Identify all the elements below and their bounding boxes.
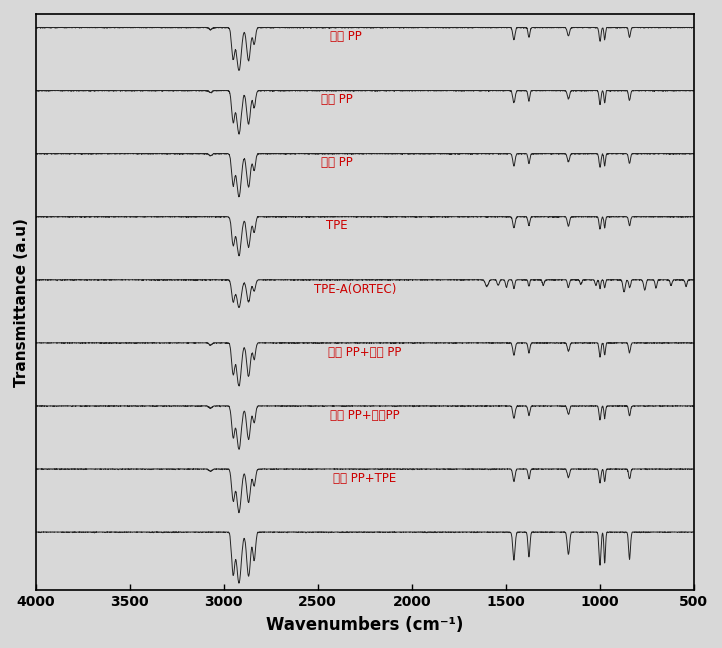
- Y-axis label: Transmittance (a.u): Transmittance (a.u): [14, 218, 29, 387]
- Text: 항균 PP+TPE: 항균 PP+TPE: [333, 472, 396, 485]
- Text: 항균 PP+대한 PP: 항균 PP+대한 PP: [328, 345, 401, 358]
- Text: 대한 PP: 대한 PP: [321, 93, 352, 106]
- Text: 항균 PP: 항균 PP: [330, 30, 362, 43]
- Text: 미래 PP: 미래 PP: [321, 156, 352, 169]
- Text: TPE-A(ORTEC): TPE-A(ORTEC): [314, 283, 396, 295]
- Text: TPE: TPE: [326, 220, 347, 233]
- X-axis label: Wavenumbers (cm⁻¹): Wavenumbers (cm⁻¹): [266, 616, 464, 634]
- Text: 항균 PP+미래PP: 항균 PP+미래PP: [330, 409, 399, 422]
